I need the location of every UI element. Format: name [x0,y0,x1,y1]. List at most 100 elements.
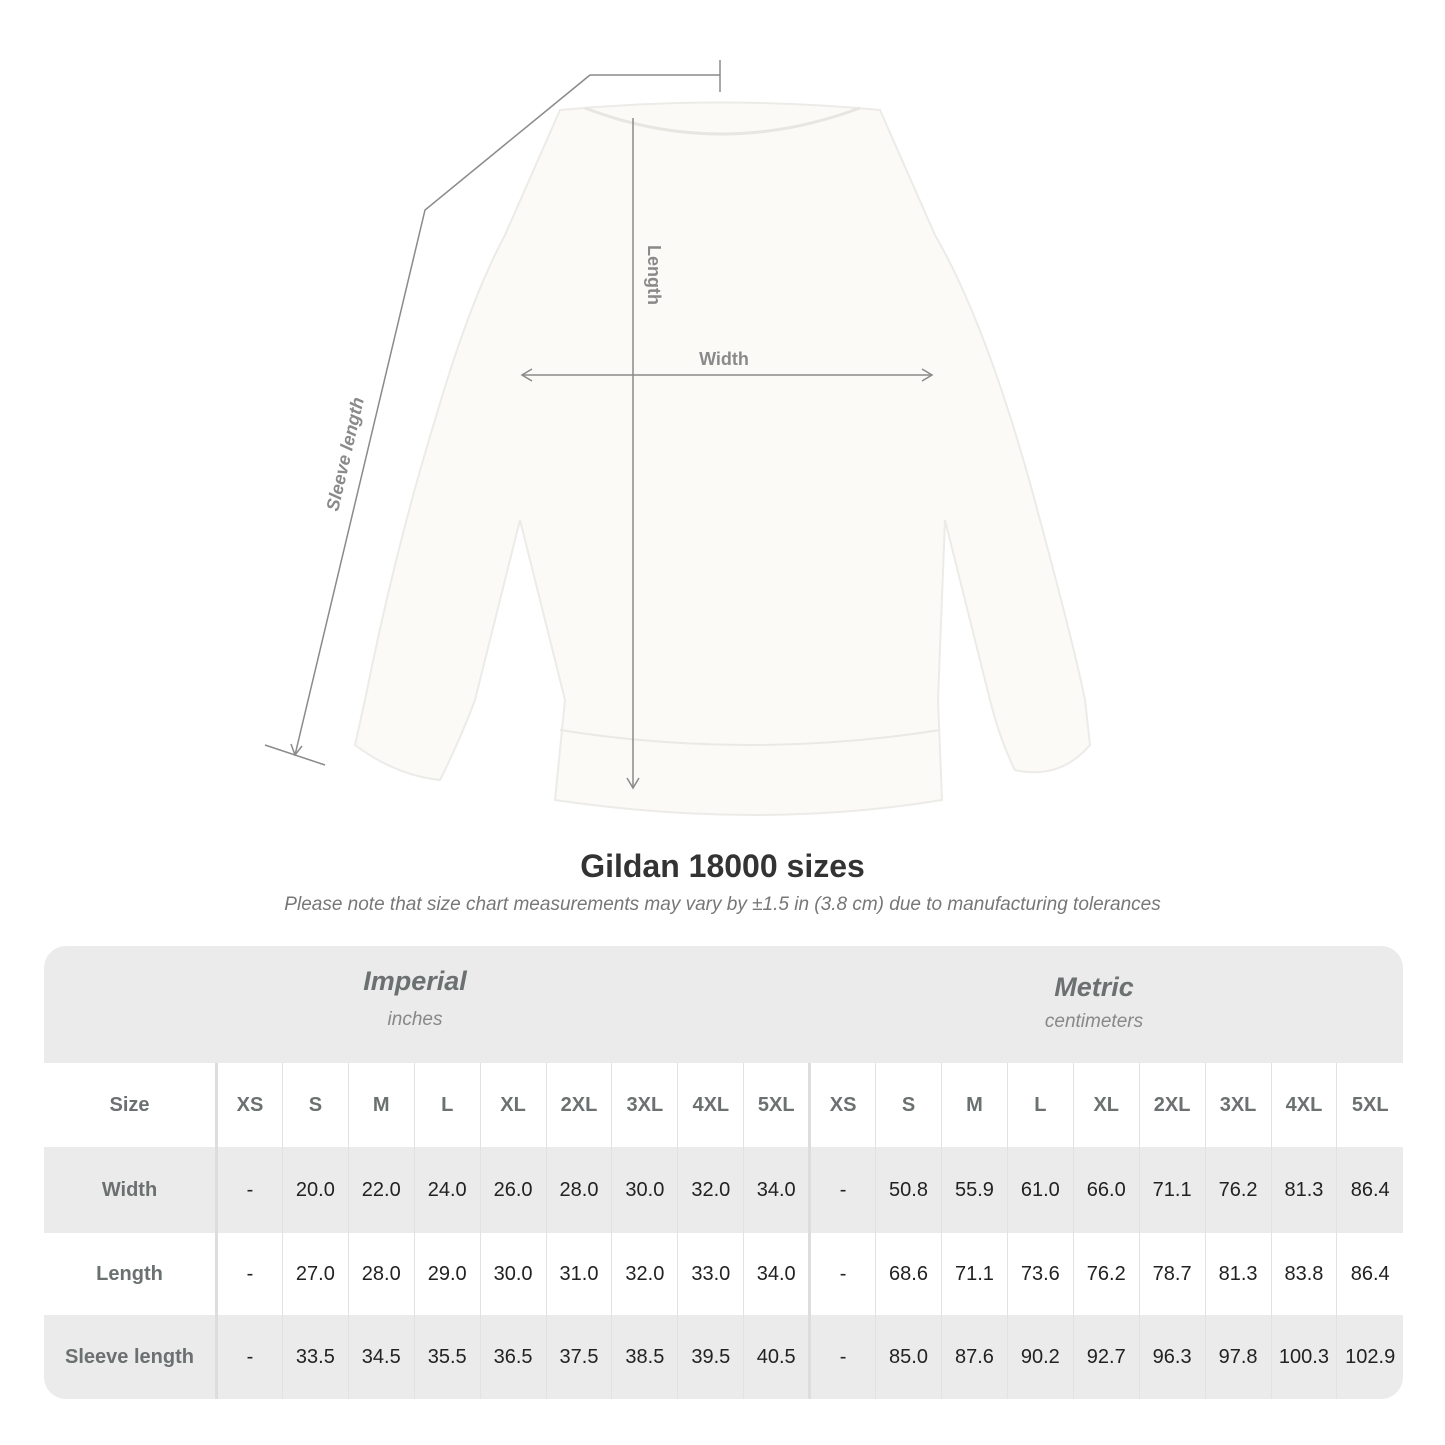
size-grid: Size XS S M L XL 2XL 3XL 4XL 5XL XS S M L XL 2XL 3XL 4XL 5… [44,1063,1403,1399]
size-header-imperial: XL [479,1063,547,1147]
sleeve-measure-line [294,74,591,756]
metric-title: Metric [1054,972,1134,1002]
imperial-cell: 38.5 [611,1315,678,1399]
imperial-cell: 39.5 [677,1315,744,1399]
metric-cell: 96.3 [1138,1315,1206,1399]
row-label: Sleeve length [44,1315,218,1399]
imperial-cell: 35.5 [413,1315,481,1399]
arrow-down-icon [290,743,303,757]
imperial-cell: 34.5 [347,1315,415,1399]
metric-cell: - [808,1315,876,1399]
metric-cell: 71.1 [940,1233,1008,1315]
size-header-label: Size [44,1063,218,1147]
metric-cell: 78.7 [1138,1233,1206,1315]
size-header-row: Size XS S M L XL 2XL 3XL 4XL 5XL XS S M L XL 2XL 3XL 4XL 5… [44,1063,1403,1147]
length-label: Length [644,245,664,305]
metric-cell: 86.4 [1336,1147,1403,1233]
metric-cell: 83.8 [1270,1233,1337,1315]
waistband [559,729,941,746]
metric-unit: centimeters [1044,1011,1144,1032]
sleeve-length-label: Sleeve length [322,395,368,513]
size-header-imperial: 4XL [677,1063,744,1147]
size-header-imperial: XS [216,1063,283,1147]
tolerance-note: Please note that size chart measurements… [284,894,1161,915]
units-header: Imperial inches Metric centimeters [44,946,1403,1063]
metric-cell: 61.0 [1006,1147,1074,1233]
size-header-metric: 3XL [1204,1063,1271,1147]
imperial-cell: 30.0 [611,1147,678,1233]
size-header-metric: M [940,1063,1008,1147]
metric-cell: - [808,1147,876,1233]
table-row: Sleeve length -33.5 34.5 35.5 36.5 37.5 38.5 39… [44,1315,1403,1399]
table-row: Length -27.0 28.0 29.0 30.0 31.0 32.0 33.0 34.0-… [44,1233,1403,1315]
imperial-cell: 34.0 [743,1147,810,1233]
metric-cell: 55.9 [940,1147,1008,1233]
imperial-cell: 34.0 [743,1233,810,1315]
size-header-metric: 5XL [1336,1063,1403,1147]
imperial-cell: - [216,1315,283,1399]
imperial-cell: 40.5 [743,1315,810,1399]
imperial-cell: 24.0 [413,1147,481,1233]
imperial-cell: - [216,1147,283,1233]
size-header-metric: 2XL [1138,1063,1206,1147]
metric-cell: 102.9 [1336,1315,1403,1399]
size-header-imperial: S [281,1063,349,1147]
size-header-metric: S [875,1063,942,1147]
imperial-unit: inches [387,1009,443,1030]
imperial-cell: 32.0 [677,1147,744,1233]
size-header-imperial: 5XL [743,1063,810,1147]
metric-header: Metric centimeters [894,972,1294,1033]
metric-cell: 81.3 [1204,1233,1271,1315]
size-header-metric: L [1006,1063,1074,1147]
imperial-cell: 33.0 [677,1233,744,1315]
imperial-cell: 36.5 [479,1315,547,1399]
metric-cell: 87.6 [940,1315,1008,1399]
size-header-metric: XL [1072,1063,1140,1147]
metric-cell: 76.2 [1072,1233,1140,1315]
row-label: Width [44,1147,218,1233]
imperial-cell: 32.0 [611,1233,678,1315]
sweatshirt-image [353,101,1092,816]
metric-cell: 68.6 [875,1233,942,1315]
table-row: Width -20.0 22.0 24.0 26.0 28.0 30.0 32.0 34.0-5… [44,1147,1403,1233]
metric-cell: 50.8 [875,1147,942,1233]
metric-cell: 85.0 [875,1315,942,1399]
imperial-cell: 29.0 [413,1233,481,1315]
metric-cell: 71.1 [1138,1147,1206,1233]
imperial-cell: 20.0 [281,1147,349,1233]
imperial-cell: 26.0 [479,1147,547,1233]
sweatshirt-diagram: Length Width Sleeve length [264,60,1092,816]
metric-cell: 100.3 [1270,1315,1337,1399]
size-header-imperial: M [347,1063,415,1147]
metric-cell: 90.2 [1006,1315,1074,1399]
size-header-imperial: L [413,1063,481,1147]
imperial-cell: - [216,1233,283,1315]
arrow-left-icon [520,368,533,382]
size-header-metric: XS [808,1063,876,1147]
imperial-cell: 27.0 [281,1233,349,1315]
arrow-right-icon [921,368,934,382]
imperial-cell: 28.0 [347,1233,415,1315]
size-header-metric: 4XL [1270,1063,1337,1147]
metric-cell: 73.6 [1006,1233,1074,1315]
imperial-cell: 37.5 [545,1315,612,1399]
metric-cell: 86.4 [1336,1233,1403,1315]
size-table: Imperial inches Metric centimeters Size X… [44,946,1403,1399]
imperial-cell: 22.0 [347,1147,415,1233]
imperial-header: Imperial inches [215,966,615,1031]
imperial-title: Imperial [363,966,467,996]
metric-cell: 66.0 [1072,1147,1140,1233]
page-title: Gildan 18000 sizes [580,848,865,884]
width-label: Width [699,349,749,369]
metric-cell: 76.2 [1204,1147,1271,1233]
metric-cell: 81.3 [1270,1147,1337,1233]
metric-cell: - [808,1233,876,1315]
collar [584,106,861,136]
imperial-cell: 28.0 [545,1147,612,1233]
imperial-cell: 31.0 [545,1233,612,1315]
arrow-down-icon [626,777,640,790]
imperial-cell: 30.0 [479,1233,547,1315]
imperial-cell: 33.5 [281,1315,349,1399]
metric-cell: 97.8 [1204,1315,1271,1399]
